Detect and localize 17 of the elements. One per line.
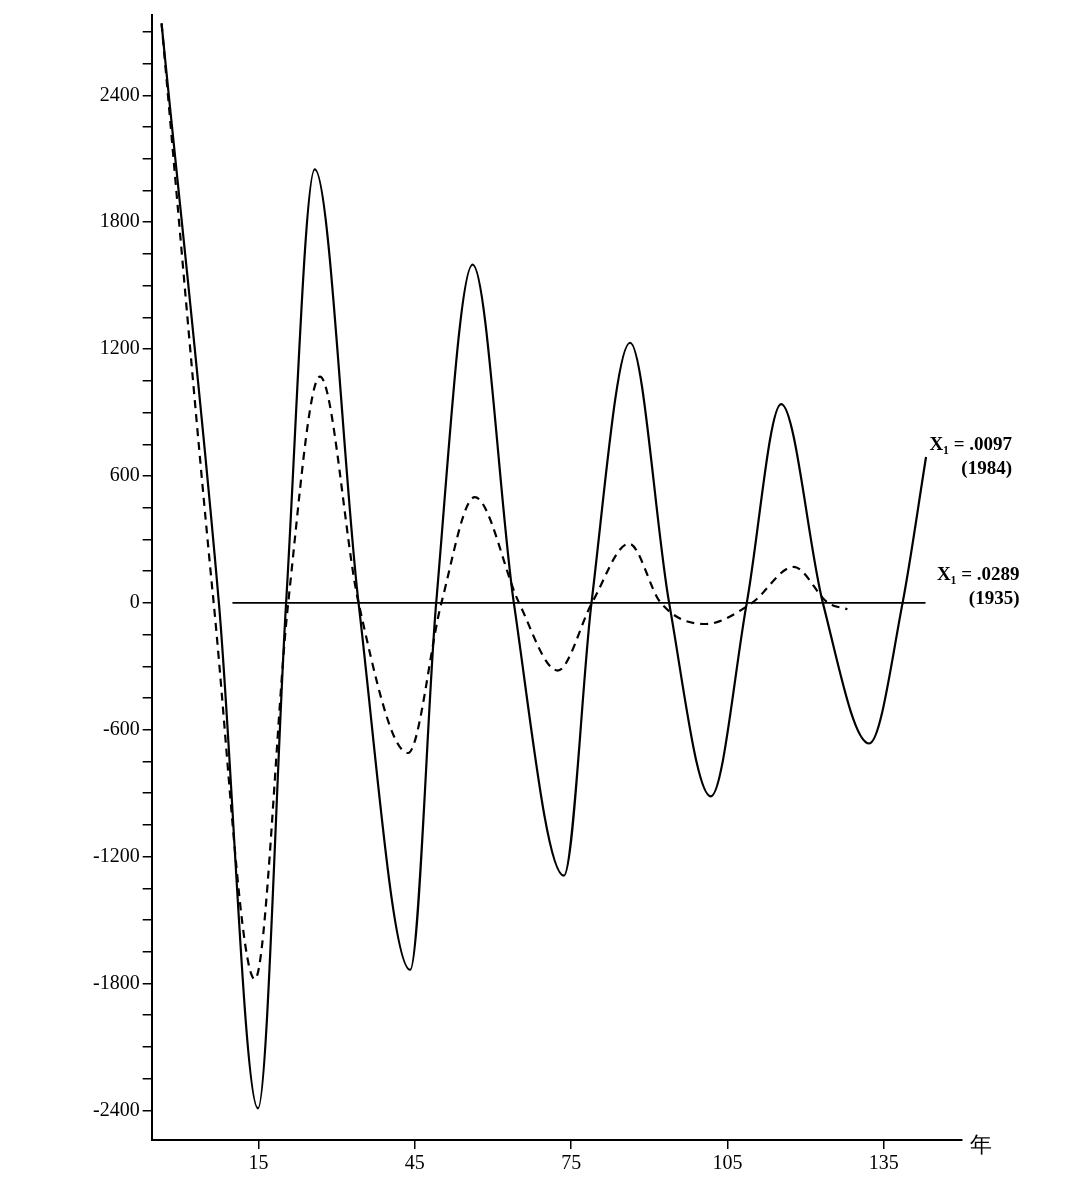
y-tick-label: 2400 [99,82,140,105]
y-tick-label: 600 [109,463,140,486]
annotation: X₁ = .0097 (1984) [929,432,1013,479]
y-tick-label: -1200 [92,843,140,866]
y-tick-label: 1800 [99,209,140,232]
x-tick-label: 15 [248,1151,269,1174]
x-axis-title: 年 [970,1131,992,1157]
x-tick-label: 75 [561,1151,582,1174]
y-tick-label: -2400 [92,1097,140,1120]
y-tick-label: -600 [102,717,140,740]
y-tick-label: 0 [129,590,140,613]
x-tick-label: 45 [404,1151,425,1174]
y-tick-label: 1200 [99,336,140,359]
y-tick-label: -1800 [92,970,140,993]
annotation: X₁ = .0289 (1935) [937,563,1020,610]
x-tick-label: 135 [868,1151,899,1174]
x-tick-label: 105 [712,1151,743,1174]
